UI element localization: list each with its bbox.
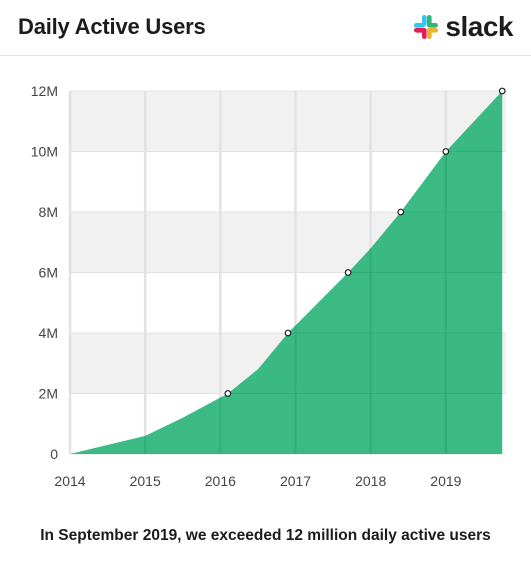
y-tick-label: 2M: [39, 386, 58, 402]
x-tick-label: 2017: [280, 473, 311, 489]
x-tick-label: 2015: [130, 473, 161, 489]
x-tick-label: 2019: [430, 473, 461, 489]
y-tick-label: 10M: [31, 144, 58, 160]
y-tick-label: 12M: [31, 83, 58, 99]
chart-title: Daily Active Users: [18, 14, 206, 39]
data-point: [397, 208, 405, 216]
data-point: [224, 390, 232, 397]
y-tick-label: 4M: [39, 325, 58, 341]
dau-area: [70, 91, 503, 454]
chart-caption: In September 2019, we exceeded 12 millio…: [40, 527, 491, 544]
slack-hash-icon: [414, 15, 439, 39]
dau-area-chart: 0 2M 4M 6M 8M 10M 12M 2014 2015 2016 2017 2018 2019: [31, 83, 506, 489]
data-point: [284, 329, 292, 337]
x-tick-label: 2018: [355, 473, 386, 489]
x-tick-label: 2016: [205, 473, 236, 489]
y-tick-label: 8M: [39, 204, 58, 220]
chart-header: Daily Active Users slack: [0, 0, 531, 56]
data-point: [442, 148, 450, 155]
data-point: [344, 269, 352, 276]
y-tick-label: 6M: [39, 265, 58, 281]
data-point: [498, 87, 506, 95]
slack-wordmark: slack: [445, 11, 513, 42]
x-tick-label: 2014: [54, 473, 85, 489]
grid-band: [70, 91, 506, 152]
slack-logo: slack: [413, 12, 513, 42]
y-tick-label: 0: [50, 446, 58, 462]
